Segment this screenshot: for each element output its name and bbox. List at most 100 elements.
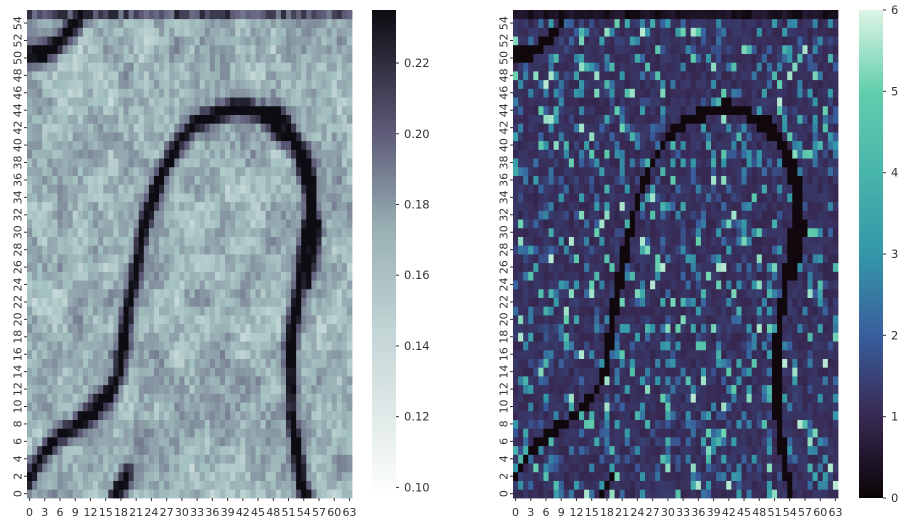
heatmap-cell — [579, 349, 585, 359]
heatmap-cell — [123, 149, 129, 159]
heatmap-cell — [174, 297, 180, 307]
heatmap-cell — [513, 393, 519, 403]
heatmap-cell — [128, 44, 135, 54]
heatmap-cell — [306, 271, 312, 281]
heatmap-cell — [98, 410, 104, 420]
heatmap-cell — [225, 367, 231, 377]
heatmap-cell — [736, 341, 742, 351]
heatmap-cell — [240, 219, 246, 229]
heatmap-cell — [42, 227, 48, 237]
heatmap-cell — [123, 132, 129, 142]
heatmap-cell — [528, 341, 534, 351]
heatmap-cell — [685, 384, 692, 394]
heatmap-cell — [219, 419, 226, 429]
heatmap-cell — [169, 27, 175, 37]
heatmap-cell — [280, 315, 287, 325]
heatmap-cell — [77, 175, 84, 185]
heatmap-cell — [543, 367, 549, 377]
heatmap-cell — [159, 332, 165, 342]
heatmap-cell — [153, 123, 160, 133]
heatmap-cell — [275, 428, 282, 438]
heatmap-cell — [199, 410, 206, 420]
heatmap-cell — [584, 341, 590, 351]
heatmap-cell — [680, 341, 687, 351]
heatmap-cell — [87, 140, 94, 150]
heatmap-cell — [705, 419, 712, 429]
heatmap-cell — [660, 367, 666, 377]
heatmap-cell — [240, 175, 246, 185]
heatmap-cell — [225, 105, 231, 115]
heatmap-cell — [326, 175, 333, 185]
heatmap-cell — [204, 332, 211, 342]
heatmap-cell — [285, 27, 292, 37]
heatmap-cell — [27, 27, 33, 37]
heatmap-cell — [265, 323, 272, 333]
heatmap-cell — [341, 376, 348, 386]
heatmap-cell — [113, 480, 119, 490]
heatmap-cell — [650, 463, 656, 473]
heatmap-cell — [301, 210, 307, 220]
heatmap-cell — [250, 480, 256, 490]
heatmap-cell — [194, 384, 201, 394]
heatmap-cell — [93, 480, 99, 490]
x-tick-label: 54 — [297, 506, 311, 519]
heatmap-cell — [650, 445, 656, 455]
heatmap-cell — [629, 471, 636, 481]
heatmap-cell — [751, 384, 758, 394]
heatmap-cell — [87, 158, 94, 168]
heatmap-cell — [32, 79, 38, 89]
heatmap-cell — [204, 349, 211, 359]
heatmap-cell — [817, 454, 824, 464]
heatmap-cell — [316, 280, 322, 290]
heatmap-cell — [270, 71, 277, 81]
heatmap-cell — [296, 149, 302, 159]
heatmap-cell — [47, 44, 53, 54]
heatmap-cell — [98, 105, 104, 115]
heatmap-cell — [306, 437, 312, 447]
heatmap-cell — [235, 27, 241, 37]
heatmap-cell — [219, 471, 226, 481]
heatmap-cell — [143, 132, 150, 142]
heatmap-cell — [37, 88, 43, 98]
heatmap-cell — [204, 201, 211, 211]
heatmap-cell — [766, 480, 773, 490]
heatmap-cell — [321, 367, 328, 377]
heatmap-cell — [138, 79, 145, 89]
heatmap-cell — [260, 62, 267, 72]
heatmap-cell — [787, 358, 793, 368]
heatmap-cell — [123, 262, 129, 272]
heatmap-cell — [711, 384, 717, 394]
heatmap-cell — [37, 254, 43, 264]
heatmap-cell — [169, 349, 175, 359]
heatmap-cell — [174, 44, 180, 54]
heatmap-cell — [113, 349, 119, 359]
heatmap-cell — [52, 158, 58, 168]
heatmap-cell — [47, 193, 53, 203]
y-tick-label: 14 — [12, 365, 25, 379]
heatmap-cell — [291, 428, 297, 438]
heatmap-cell — [771, 480, 778, 490]
heatmap-cell — [650, 402, 656, 412]
heatmap-cell — [321, 71, 328, 81]
heatmap-cell — [777, 367, 783, 377]
heatmap-cell — [301, 132, 307, 142]
heatmap-cell — [174, 489, 180, 499]
heatmap-cell — [306, 18, 312, 28]
heatmap-cell — [518, 428, 524, 438]
heatmap-cell — [741, 332, 747, 342]
heatmap-cell — [47, 349, 53, 359]
heatmap-cell — [57, 175, 63, 185]
heatmap-cell — [240, 53, 246, 63]
heatmap-cell — [255, 62, 261, 72]
y-tick-label: 42 — [12, 121, 25, 135]
heatmap-cell — [174, 97, 180, 107]
heatmap-cell — [67, 97, 74, 107]
heatmap-cell — [82, 297, 89, 307]
heatmap-cell — [787, 402, 793, 412]
heatmap-cell — [189, 463, 195, 473]
heatmap-cell — [67, 341, 74, 351]
heatmap-cell — [604, 445, 610, 455]
heatmap-cell — [240, 193, 246, 203]
heatmap-cell — [77, 123, 84, 133]
heatmap-cell — [336, 62, 343, 72]
